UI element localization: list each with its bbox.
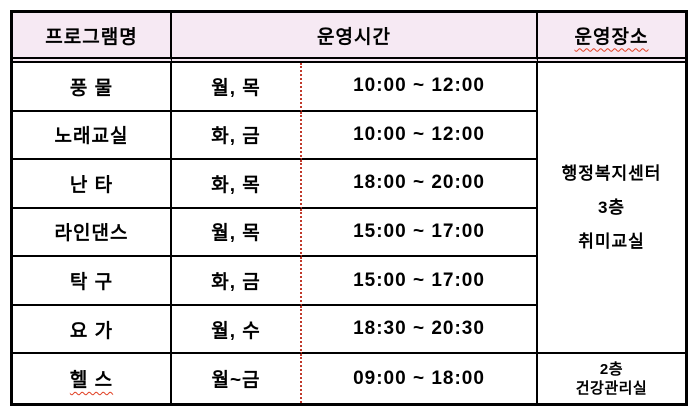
- days-cell: 화, 금: [172, 257, 302, 306]
- program-name-text: 헬 스: [69, 370, 114, 392]
- days-cell: 월, 목: [172, 208, 302, 258]
- header-location-text: 운영장소: [574, 26, 649, 48]
- program-schedule-table: 프로그램명 운영시간 운영장소 풍 물 월, 목 10:00 ~ 12:00 노…: [10, 10, 688, 406]
- header-program-name: 프로그램명: [13, 13, 172, 63]
- program-name-cell: 라인댄스: [13, 208, 172, 258]
- time-cell: 10:00 ~ 12:00: [302, 63, 538, 112]
- location-line: 취미교실: [578, 231, 645, 251]
- program-name-cell: 풍 물: [13, 63, 172, 112]
- time-cell: 18:30 ~ 20:30: [302, 305, 538, 355]
- time-cell: 18:00 ~ 20:00: [302, 160, 538, 209]
- program-name-cell: 난 타: [13, 160, 172, 209]
- header-operating-location: 운영장소: [538, 13, 685, 63]
- time-cell: 15:00 ~ 17:00: [302, 208, 538, 258]
- program-name-cell: 헬 스: [13, 354, 172, 403]
- location-line: 행정복지센터: [561, 163, 662, 183]
- program-name-cell: 노래교실: [13, 111, 172, 161]
- time-cell: 10:00 ~ 12:00: [302, 111, 538, 161]
- time-cell: 15:00 ~ 17:00: [302, 257, 538, 306]
- location-line: 2층: [599, 360, 624, 378]
- location-line: 3층: [597, 197, 626, 217]
- program-name-cell: 요 가: [13, 305, 172, 355]
- days-cell: 월, 수: [172, 305, 302, 355]
- header-operating-time: 운영시간: [172, 13, 538, 63]
- location-line: 건강관리실: [575, 379, 648, 397]
- location-last-cell: 2층 건강관리실: [538, 354, 685, 403]
- location-merged-cell: 행정복지센터 3층 취미교실: [538, 63, 685, 355]
- days-cell: 월, 목: [172, 63, 302, 112]
- days-cell: 화, 목: [172, 160, 302, 209]
- program-name-cell: 탁 구: [13, 257, 172, 306]
- days-cell: 화, 금: [172, 111, 302, 161]
- time-cell: 09:00 ~ 18:00: [302, 354, 538, 403]
- days-cell: 월~금: [172, 354, 302, 403]
